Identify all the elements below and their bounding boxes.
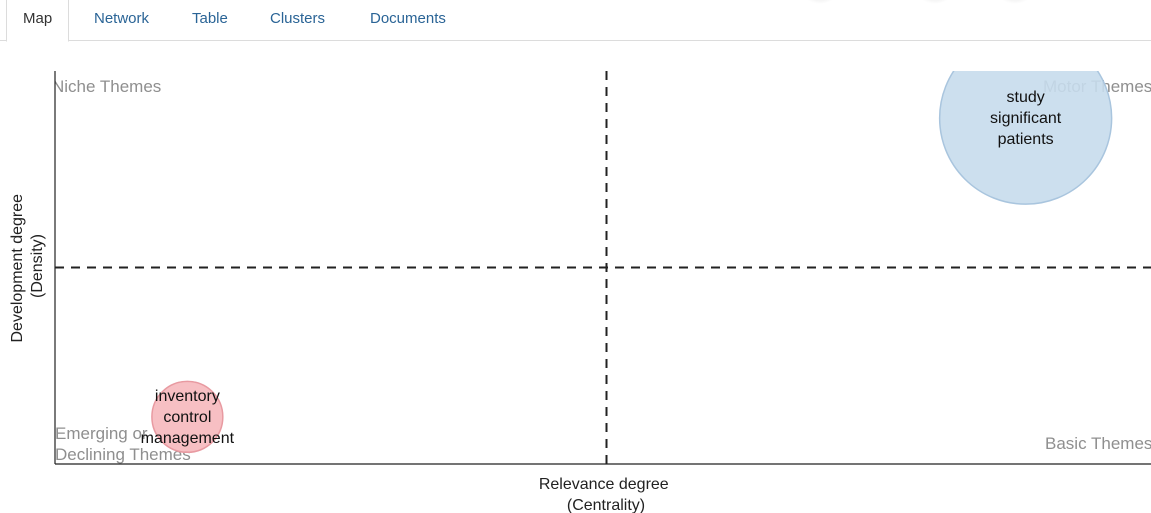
y-axis-title: Development degree (Density) <box>9 190 46 343</box>
quadrant-label-bottom-right: Basic Themes <box>1045 434 1151 453</box>
tab-clusters[interactable]: Clusters <box>270 10 326 27</box>
cluster-label-line: management <box>141 430 235 447</box>
shadow-decoration <box>995 0 1035 4</box>
cluster-bubble-1[interactable] <box>151 380 224 454</box>
x-axis-title: Relevance degree (Centrality) <box>539 476 673 513</box>
cluster-label-0: study significant patients <box>990 89 1062 148</box>
tab-documents[interactable]: Documents <box>370 10 446 27</box>
cluster-bubble-0[interactable] <box>938 32 1113 205</box>
tab-map[interactable]: Map <box>6 0 70 42</box>
shadow-decoration <box>800 0 840 4</box>
x-axis-title-line-2: (Centrality) <box>567 497 645 513</box>
quadrant-label-top-left: Niche Themes <box>52 77 161 96</box>
plot-area: Niche Themes Motor Themes Basic Themes E… <box>52 32 1151 464</box>
tab-bar: Map Network Table Clusters Documents <box>0 0 1151 42</box>
tab-table[interactable]: Table <box>192 10 228 27</box>
cluster-label-line: patients <box>998 131 1054 148</box>
bubble-layer: study significant patients inventory control… <box>141 32 1113 454</box>
y-axis-title-line-2: (Density) <box>29 234 46 298</box>
y-axis-title-line-1: Development degree <box>9 194 26 343</box>
cluster-label-line: control <box>163 409 211 426</box>
shadow-decoration <box>915 0 955 4</box>
x-axis-title-line-1: Relevance degree <box>539 476 669 493</box>
cluster-label-line: study <box>1007 89 1045 106</box>
tab-network[interactable]: Network <box>94 10 150 27</box>
cluster-label-line: significant <box>990 110 1062 127</box>
cluster-label-line: inventory <box>155 388 220 405</box>
cluster-label-1: inventory control management <box>141 388 235 447</box>
svg-text:Development degree (Dens: Development degree (Density) <box>9 190 46 343</box>
quadrant-label-bottom-left: Emerging or Declining Themes <box>55 424 191 464</box>
